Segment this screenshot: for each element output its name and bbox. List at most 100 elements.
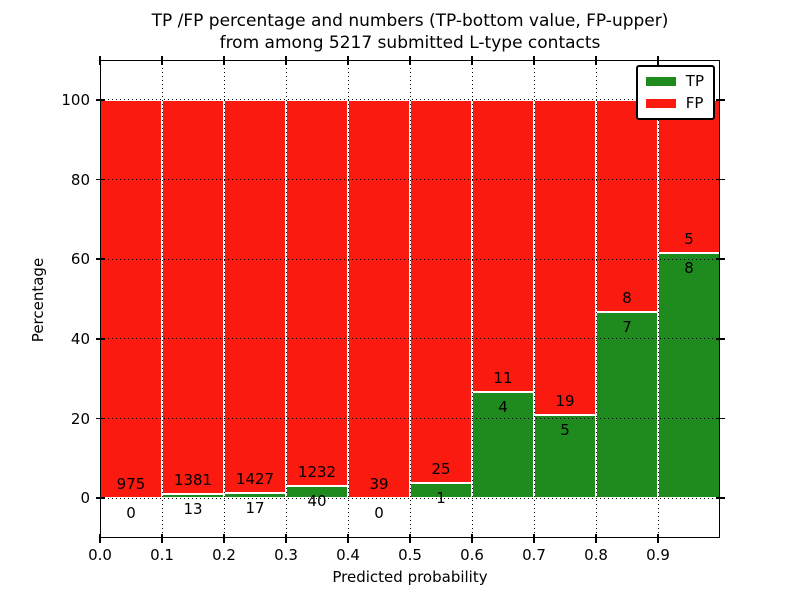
bar-segment-fp bbox=[534, 99, 596, 416]
x-tick-mark bbox=[595, 533, 597, 543]
y-tick-label: 100 bbox=[61, 90, 90, 109]
fp-count-label: 975 bbox=[116, 475, 146, 494]
x-tick-mark bbox=[99, 533, 101, 543]
y-tick-mark bbox=[95, 178, 105, 181]
y-tick-mark bbox=[95, 338, 105, 340]
x-gridline bbox=[223, 60, 225, 538]
x-tick-mark-top bbox=[471, 55, 473, 65]
tp-count-label: 1 bbox=[436, 488, 446, 507]
fp-count-label: 1381 bbox=[173, 471, 213, 490]
fp-count-label: 1232 bbox=[297, 462, 337, 481]
y-tick-mark-right bbox=[715, 497, 725, 499]
x-tick-mark bbox=[409, 533, 411, 543]
tp-count-label: 4 bbox=[498, 397, 508, 416]
x-gridline bbox=[657, 60, 659, 538]
y-tick-mark-right bbox=[715, 338, 725, 340]
y-tick-label: 60 bbox=[70, 250, 90, 269]
tp-count-label: 8 bbox=[684, 259, 694, 278]
y-tick-label: 20 bbox=[70, 409, 90, 428]
x-tick-label: 0.8 bbox=[584, 546, 608, 564]
x-tick-mark-top bbox=[161, 55, 163, 65]
y-axis-label: Percentage bbox=[29, 257, 47, 343]
legend: TP FP bbox=[635, 65, 715, 120]
tp-count-label: 40 bbox=[307, 491, 327, 510]
chart-title-line2: from among 5217 submitted L-type contact… bbox=[219, 33, 601, 53]
y-tick-label: 0 bbox=[80, 489, 90, 508]
y-gridline bbox=[100, 338, 720, 340]
x-tick-mark-top bbox=[223, 55, 225, 65]
fp-count-label: 5 bbox=[684, 230, 694, 249]
fp-count-label: 8 bbox=[622, 289, 632, 308]
plot-area: Predicted probability TP FP 975 0 1381 13 14… bbox=[61, 55, 725, 586]
x-tick-label: 0.0 bbox=[88, 546, 112, 564]
bar-segment-tp bbox=[596, 312, 658, 499]
y-tick-mark-right bbox=[715, 178, 725, 181]
y-tick-mark-right bbox=[715, 417, 725, 420]
x-gridline bbox=[409, 60, 411, 538]
y-tick-mark bbox=[95, 417, 105, 420]
tp-count-label: 5 bbox=[560, 421, 570, 440]
x-tick-mark bbox=[285, 533, 287, 543]
bar-segment-tp bbox=[534, 415, 596, 499]
x-tick-mark-top bbox=[99, 55, 101, 65]
x-gridline bbox=[347, 60, 349, 538]
y-gridline bbox=[100, 179, 720, 180]
x-tick-label: 0.9 bbox=[646, 546, 670, 564]
x-tick-label: 0.2 bbox=[212, 546, 236, 564]
y-tick-label: 80 bbox=[70, 170, 90, 189]
bar-segment-fp bbox=[596, 99, 658, 313]
x-tick-label: 0.7 bbox=[522, 546, 546, 564]
x-gridline bbox=[471, 60, 473, 538]
x-tick-label: 0.1 bbox=[150, 546, 174, 564]
fp-count-label: 1427 bbox=[235, 470, 275, 489]
x-gridline bbox=[161, 60, 163, 538]
x-tick-mark-top bbox=[347, 55, 349, 65]
x-tick-mark-top bbox=[409, 55, 411, 65]
fp-count-label: 39 bbox=[369, 475, 389, 494]
y-tick-mark-right bbox=[715, 258, 725, 260]
bar-segment-fp bbox=[348, 99, 410, 499]
y-tick-mark-right bbox=[715, 99, 725, 101]
fp-swatch-icon bbox=[645, 99, 676, 108]
tp-swatch-icon bbox=[645, 77, 676, 86]
y-gridline bbox=[100, 99, 720, 101]
y-tick-mark bbox=[95, 258, 105, 260]
x-tick-label: 0.5 bbox=[398, 546, 422, 564]
fp-count-label: 11 bbox=[493, 368, 513, 387]
x-gridline bbox=[533, 60, 535, 538]
tp-count-label: 7 bbox=[622, 318, 632, 337]
tp-count-label: 13 bbox=[183, 500, 203, 519]
x-gridline bbox=[595, 60, 597, 538]
x-tick-mark bbox=[161, 533, 163, 543]
x-tick-label: 0.3 bbox=[274, 546, 298, 564]
x-gridline bbox=[285, 60, 287, 538]
legend-item-fp: FP bbox=[645, 94, 704, 112]
legend-label-fp: FP bbox=[685, 94, 704, 112]
x-tick-label: 0.4 bbox=[336, 546, 360, 564]
bar-segment-fp bbox=[100, 99, 162, 499]
chart-title: TP /FP percentage and numbers (TP-bottom… bbox=[100, 10, 720, 54]
bar-segment-fp bbox=[410, 99, 472, 483]
legend-item-tp: TP bbox=[645, 72, 704, 90]
x-tick-mark-top bbox=[595, 55, 597, 65]
x-tick-mark bbox=[471, 533, 473, 543]
fp-count-label: 19 bbox=[555, 392, 575, 411]
x-tick-mark-top bbox=[657, 55, 659, 65]
x-tick-mark bbox=[657, 533, 659, 543]
bar-segment-tp bbox=[658, 253, 720, 499]
x-tick-mark bbox=[533, 533, 535, 543]
y-tick-mark bbox=[95, 497, 105, 499]
tp-count-label: 0 bbox=[126, 504, 136, 523]
x-tick-label: 0.6 bbox=[460, 546, 484, 564]
bar-segment-fp bbox=[472, 99, 534, 392]
x-tick-mark bbox=[347, 533, 349, 543]
bar-segment-tp bbox=[472, 391, 534, 499]
x-tick-mark-top bbox=[285, 55, 287, 65]
legend-label-tp: TP bbox=[685, 72, 704, 90]
chart-title-line1: TP /FP percentage and numbers (TP-bottom… bbox=[151, 11, 669, 31]
y-tick-label: 40 bbox=[70, 329, 90, 348]
tp-count-label: 0 bbox=[374, 504, 384, 523]
y-gridline bbox=[100, 497, 720, 499]
tp-count-label: 17 bbox=[245, 499, 265, 518]
